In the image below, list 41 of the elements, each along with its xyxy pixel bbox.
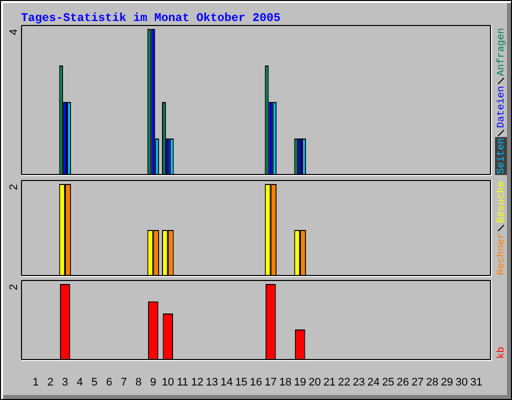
x-tick-label: 21 xyxy=(323,376,336,388)
x-tick-label: 2 xyxy=(47,376,54,388)
x-tick-label: 26 xyxy=(396,376,409,388)
text: Seiten xyxy=(496,138,508,174)
text: Dateien xyxy=(496,86,508,128)
x-tick-label: 31 xyxy=(470,376,482,388)
x-tick-label: 29 xyxy=(440,376,454,388)
x-tick-label: 11 xyxy=(176,376,188,388)
x-tick-label: 13 xyxy=(206,376,218,388)
x-tick-label: 4 xyxy=(76,376,83,388)
text: Rechner xyxy=(496,232,508,275)
x-tick-label: 17 xyxy=(264,376,277,388)
text: 2 xyxy=(8,284,20,290)
x-tick-label: 8 xyxy=(135,376,142,388)
x-tick-label: 28 xyxy=(426,376,438,388)
x-tick-label: 19 xyxy=(294,376,306,388)
x-tick-label: 7 xyxy=(120,376,127,388)
chart-title: Tages-Statistik im Monat Oktober 2005 xyxy=(21,10,281,25)
x-tick-label: 20 xyxy=(308,376,321,388)
x-tick-label: 23 xyxy=(352,376,365,388)
x-tick-label: 18 xyxy=(279,376,292,388)
text: Anfragen xyxy=(496,28,508,76)
text: 4 xyxy=(8,29,20,36)
x-tick-label: 27 xyxy=(411,376,424,388)
x-tick-label: 25 xyxy=(382,376,394,388)
x-tick-label: 1 xyxy=(32,376,39,388)
text: kb xyxy=(496,346,508,359)
x-tick-label: 16 xyxy=(250,376,262,388)
x-tick-label: 22 xyxy=(338,376,350,388)
x-tick-label: 10 xyxy=(162,376,174,388)
x-tick-label: 5 xyxy=(91,376,98,388)
x-tick-label: 6 xyxy=(106,376,112,388)
x-tick-label: 24 xyxy=(367,376,380,388)
x-tick-label: 14 xyxy=(220,376,233,388)
x-tick-label: 15 xyxy=(235,376,248,388)
x-tick-label: 9 xyxy=(150,376,156,388)
x-tick-label: 30 xyxy=(456,376,468,388)
x-tick-label: 3 xyxy=(62,376,68,388)
x-tick-label: 12 xyxy=(191,376,204,388)
text: Besuche xyxy=(496,180,508,223)
text: 2 xyxy=(8,184,20,190)
